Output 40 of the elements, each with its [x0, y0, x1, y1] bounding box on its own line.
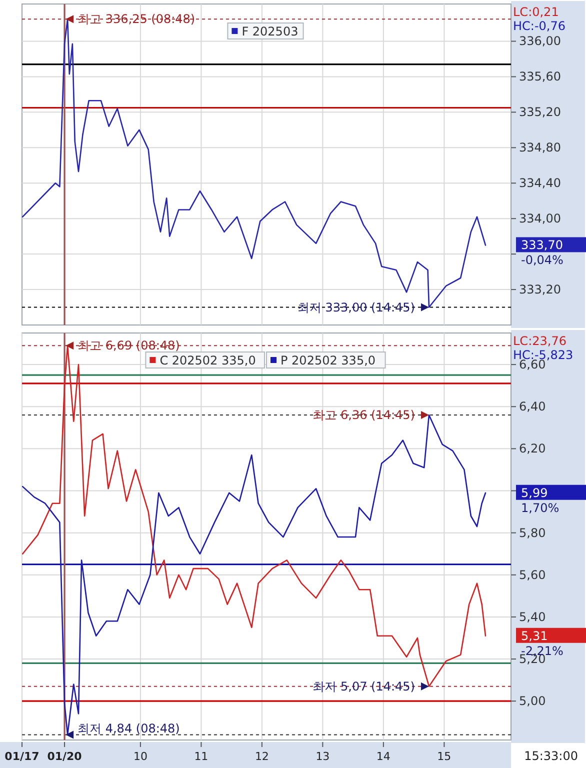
annotation: 최저 333,00 (14:45)	[297, 300, 415, 314]
annotation: 5,99	[521, 486, 548, 500]
text: LC:0,21	[513, 5, 559, 19]
text: 15:33:00	[524, 749, 578, 763]
y-tick-label: 334,40	[519, 176, 561, 190]
legend-label: P 202502 335,0	[280, 354, 376, 368]
x-tick-label: 10	[133, 750, 148, 763]
legend-label: F 202503	[242, 24, 298, 38]
y-tick-label: 335,20	[519, 105, 561, 120]
text: -0,04%	[521, 253, 564, 268]
y-tick-label: 6,20	[519, 442, 546, 456]
annotation: 최고 6,69 (08:48)	[78, 338, 180, 353]
text: LC:23,76	[513, 334, 566, 348]
y-tick-label: 333,20	[519, 282, 561, 297]
annotation: 최저 4,84 (08:48)	[78, 722, 180, 736]
annotation: 최고 336,25 (08:48)	[78, 12, 196, 26]
annotation: 최고 6,36 (14:45)	[312, 408, 415, 422]
x-tick-label: 13	[316, 750, 330, 763]
annotation: 최저 5,07 (14:45)	[312, 679, 415, 694]
legend-label: C 202502 335,0	[160, 354, 256, 368]
text: HC:-5,823	[513, 348, 574, 362]
y-tick-label: 6,40	[519, 400, 546, 414]
x-tick-label: 01/17	[4, 750, 40, 763]
y-tick-label: 334,00	[519, 212, 561, 226]
x-tick-label: 11	[194, 750, 208, 763]
text: 1,70%	[521, 500, 560, 515]
y-tick-label: 334,80	[519, 140, 561, 155]
y-tick-label: 5,00	[519, 694, 546, 708]
text: HC:-0,76	[513, 19, 566, 33]
y-tick-label: 5,60	[519, 568, 546, 582]
y-tick-label: 335,60	[519, 70, 561, 84]
y-tick-label: 5,40	[519, 610, 546, 624]
y-tick-label: 5,80	[519, 526, 546, 540]
y-tick-label: 336,00	[519, 34, 561, 48]
annotation: 333,70	[521, 238, 563, 252]
x-tick-label: 12	[254, 750, 269, 763]
x-tick-label: 01/20	[47, 750, 82, 763]
x-tick-label: 15	[437, 750, 452, 763]
annotation: 5,31	[521, 628, 548, 643]
x-tick-label: 14	[376, 750, 390, 763]
